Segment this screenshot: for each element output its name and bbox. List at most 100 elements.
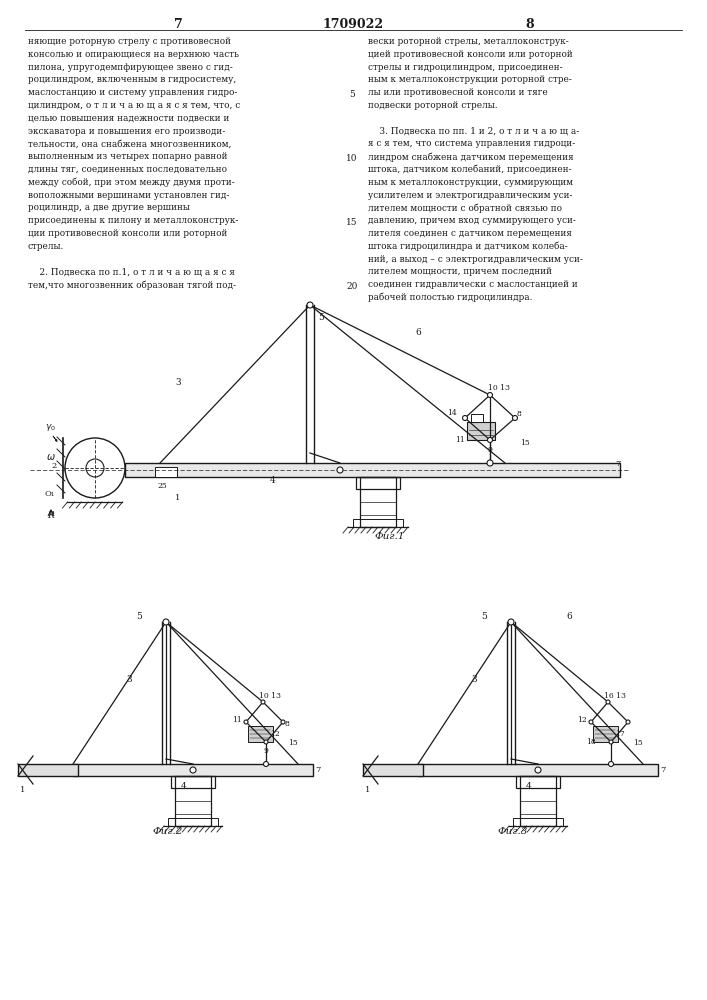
Text: няющие роторную стрелу с противовесной: няющие роторную стрелу с противовесной	[28, 37, 231, 46]
Text: 3: 3	[175, 378, 180, 387]
Bar	[155, 467, 177, 477]
Bar	[593, 726, 618, 742]
Text: тельности, она снабжена многозвенником,: тельности, она снабжена многозвенником,	[28, 139, 231, 148]
Text: 10: 10	[346, 154, 358, 163]
Text: лителя соединен с датчиком перемещения: лителя соединен с датчиком перемещения	[368, 229, 572, 238]
Text: 8: 8	[526, 18, 534, 31]
Bar	[248, 726, 273, 742]
Text: рабочей полостью гидроцилиндра.: рабочей полостью гидроцилиндра.	[368, 293, 532, 302]
Bar	[360, 477, 396, 527]
Text: 12: 12	[577, 716, 587, 724]
Text: стрелы и гидроцилиндром, присоединен-: стрелы и гидроцилиндром, присоединен-	[368, 63, 563, 72]
Text: 7: 7	[660, 766, 665, 774]
Text: роцилиндром, включенным в гидросистему,: роцилиндром, включенным в гидросистему,	[28, 75, 236, 84]
Circle shape	[609, 762, 614, 766]
Text: O₁: O₁	[45, 490, 55, 498]
Text: 4: 4	[181, 782, 187, 791]
Text: ным к металлоконструкции, суммирующим: ным к металлоконструкции, суммирующим	[368, 178, 573, 187]
Circle shape	[508, 619, 514, 625]
Text: ний, а выход – с электрогидравлическим уси-: ний, а выход – с электрогидравлическим у…	[368, 255, 583, 264]
Text: штока гидроцилиндра и датчиком колеба-: штока гидроцилиндра и датчиком колеба-	[368, 242, 568, 251]
Text: лителем мощности с обратной связью по: лителем мощности с обратной связью по	[368, 203, 562, 213]
Text: 1709022: 1709022	[322, 18, 384, 31]
Text: 1: 1	[175, 494, 180, 502]
Text: выполненным из четырех попарно равной: выполненным из четырех попарно равной	[28, 152, 228, 161]
Bar	[356, 477, 400, 489]
Text: 14: 14	[447, 409, 457, 417]
Text: я с я тем, что система управления гидроци-: я с я тем, что система управления гидроц…	[368, 139, 575, 148]
Circle shape	[337, 467, 343, 473]
Circle shape	[513, 416, 518, 420]
Text: ным к металлоконструкции роторной стре-: ным к металлоконструкции роторной стре-	[368, 75, 572, 84]
Bar	[175, 776, 211, 826]
Bar	[353, 519, 403, 527]
Text: консолью и опирающиеся на верхнюю часть: консолью и опирающиеся на верхнюю часть	[28, 50, 239, 59]
Text: 11: 11	[455, 436, 464, 444]
Text: воположными вершинами установлен гид-: воположными вершинами установлен гид-	[28, 191, 229, 200]
Text: ции противовесной консоли или роторной: ции противовесной консоли или роторной	[28, 229, 228, 238]
Text: соединен гидравлически с маслостанцией и: соединен гидравлически с маслостанцией и	[368, 280, 578, 289]
Bar	[125, 463, 620, 477]
Text: 4: 4	[526, 782, 532, 791]
Circle shape	[281, 720, 285, 724]
Text: 4: 4	[270, 476, 276, 485]
Text: 8: 8	[517, 410, 522, 418]
Text: 5: 5	[318, 313, 324, 322]
Text: линдром снабжена датчиком перемещения: линдром снабжена датчиком перемещения	[368, 152, 573, 162]
Text: лы или противовесной консоли и тяге: лы или противовесной консоли и тяге	[368, 88, 548, 97]
Text: 2: 2	[51, 462, 57, 470]
Circle shape	[264, 762, 269, 766]
Text: 3: 3	[126, 675, 132, 684]
Circle shape	[86, 459, 104, 477]
Bar	[171, 776, 215, 788]
Text: 15: 15	[346, 218, 358, 227]
Text: 15: 15	[633, 739, 643, 747]
Text: 18: 18	[586, 738, 596, 746]
Bar	[513, 818, 563, 826]
Text: маслостанцию и систему управления гидро-: маслостанцию и систему управления гидро-	[28, 88, 238, 97]
Text: 20: 20	[346, 282, 358, 291]
Circle shape	[589, 720, 593, 724]
Text: лителем мощности, причем последний: лителем мощности, причем последний	[368, 267, 552, 276]
Text: роцилиндр, а две другие вершины: роцилиндр, а две другие вершины	[28, 203, 190, 212]
Text: 5: 5	[349, 90, 355, 99]
Text: между собой, при этом между двумя проти-: между собой, при этом между двумя проти-	[28, 178, 235, 187]
Text: 11: 11	[232, 716, 242, 724]
Text: 7: 7	[615, 460, 620, 468]
FancyArrow shape	[53, 436, 57, 442]
Bar	[168, 818, 218, 826]
Text: $\gamma_0$: $\gamma_0$	[45, 422, 56, 433]
Text: целью повышения надежности подвески и: целью повышения надежности подвески и	[28, 114, 229, 123]
Bar	[363, 764, 423, 776]
Text: 3: 3	[471, 675, 477, 684]
Circle shape	[307, 302, 313, 308]
Circle shape	[264, 740, 268, 744]
Text: 10 13: 10 13	[488, 384, 510, 392]
Bar	[471, 414, 483, 422]
Circle shape	[535, 767, 541, 773]
Text: 8: 8	[285, 720, 290, 728]
Bar	[18, 764, 78, 776]
Text: 12: 12	[270, 730, 280, 738]
Circle shape	[488, 438, 493, 442]
Text: 7: 7	[174, 18, 182, 31]
Text: стрелы.: стрелы.	[28, 242, 64, 251]
Text: 2. Подвеска по п.1, о т л и ч а ю щ а я с я: 2. Подвеска по п.1, о т л и ч а ю щ а я …	[28, 267, 235, 276]
Text: 17: 17	[615, 730, 625, 738]
Bar	[520, 776, 556, 826]
Text: подвески роторной стрелы.: подвески роторной стрелы.	[368, 101, 498, 110]
Circle shape	[626, 720, 630, 724]
Text: Фиг.1: Фиг.1	[375, 532, 405, 541]
Bar	[516, 776, 560, 788]
Text: Фиг.2: Фиг.2	[153, 827, 183, 836]
Text: 15: 15	[520, 439, 530, 447]
Text: вески роторной стрелы, металлоконструк-: вески роторной стрелы, металлоконструк-	[368, 37, 568, 46]
Bar	[467, 422, 495, 440]
Bar	[73, 764, 313, 776]
Circle shape	[488, 392, 493, 397]
Text: 9: 9	[264, 747, 269, 755]
Circle shape	[606, 700, 610, 704]
Text: 7: 7	[315, 766, 320, 774]
Circle shape	[244, 720, 248, 724]
Text: штока, датчиком колебаний, присоединен-: штока, датчиком колебаний, присоединен-	[368, 165, 572, 174]
